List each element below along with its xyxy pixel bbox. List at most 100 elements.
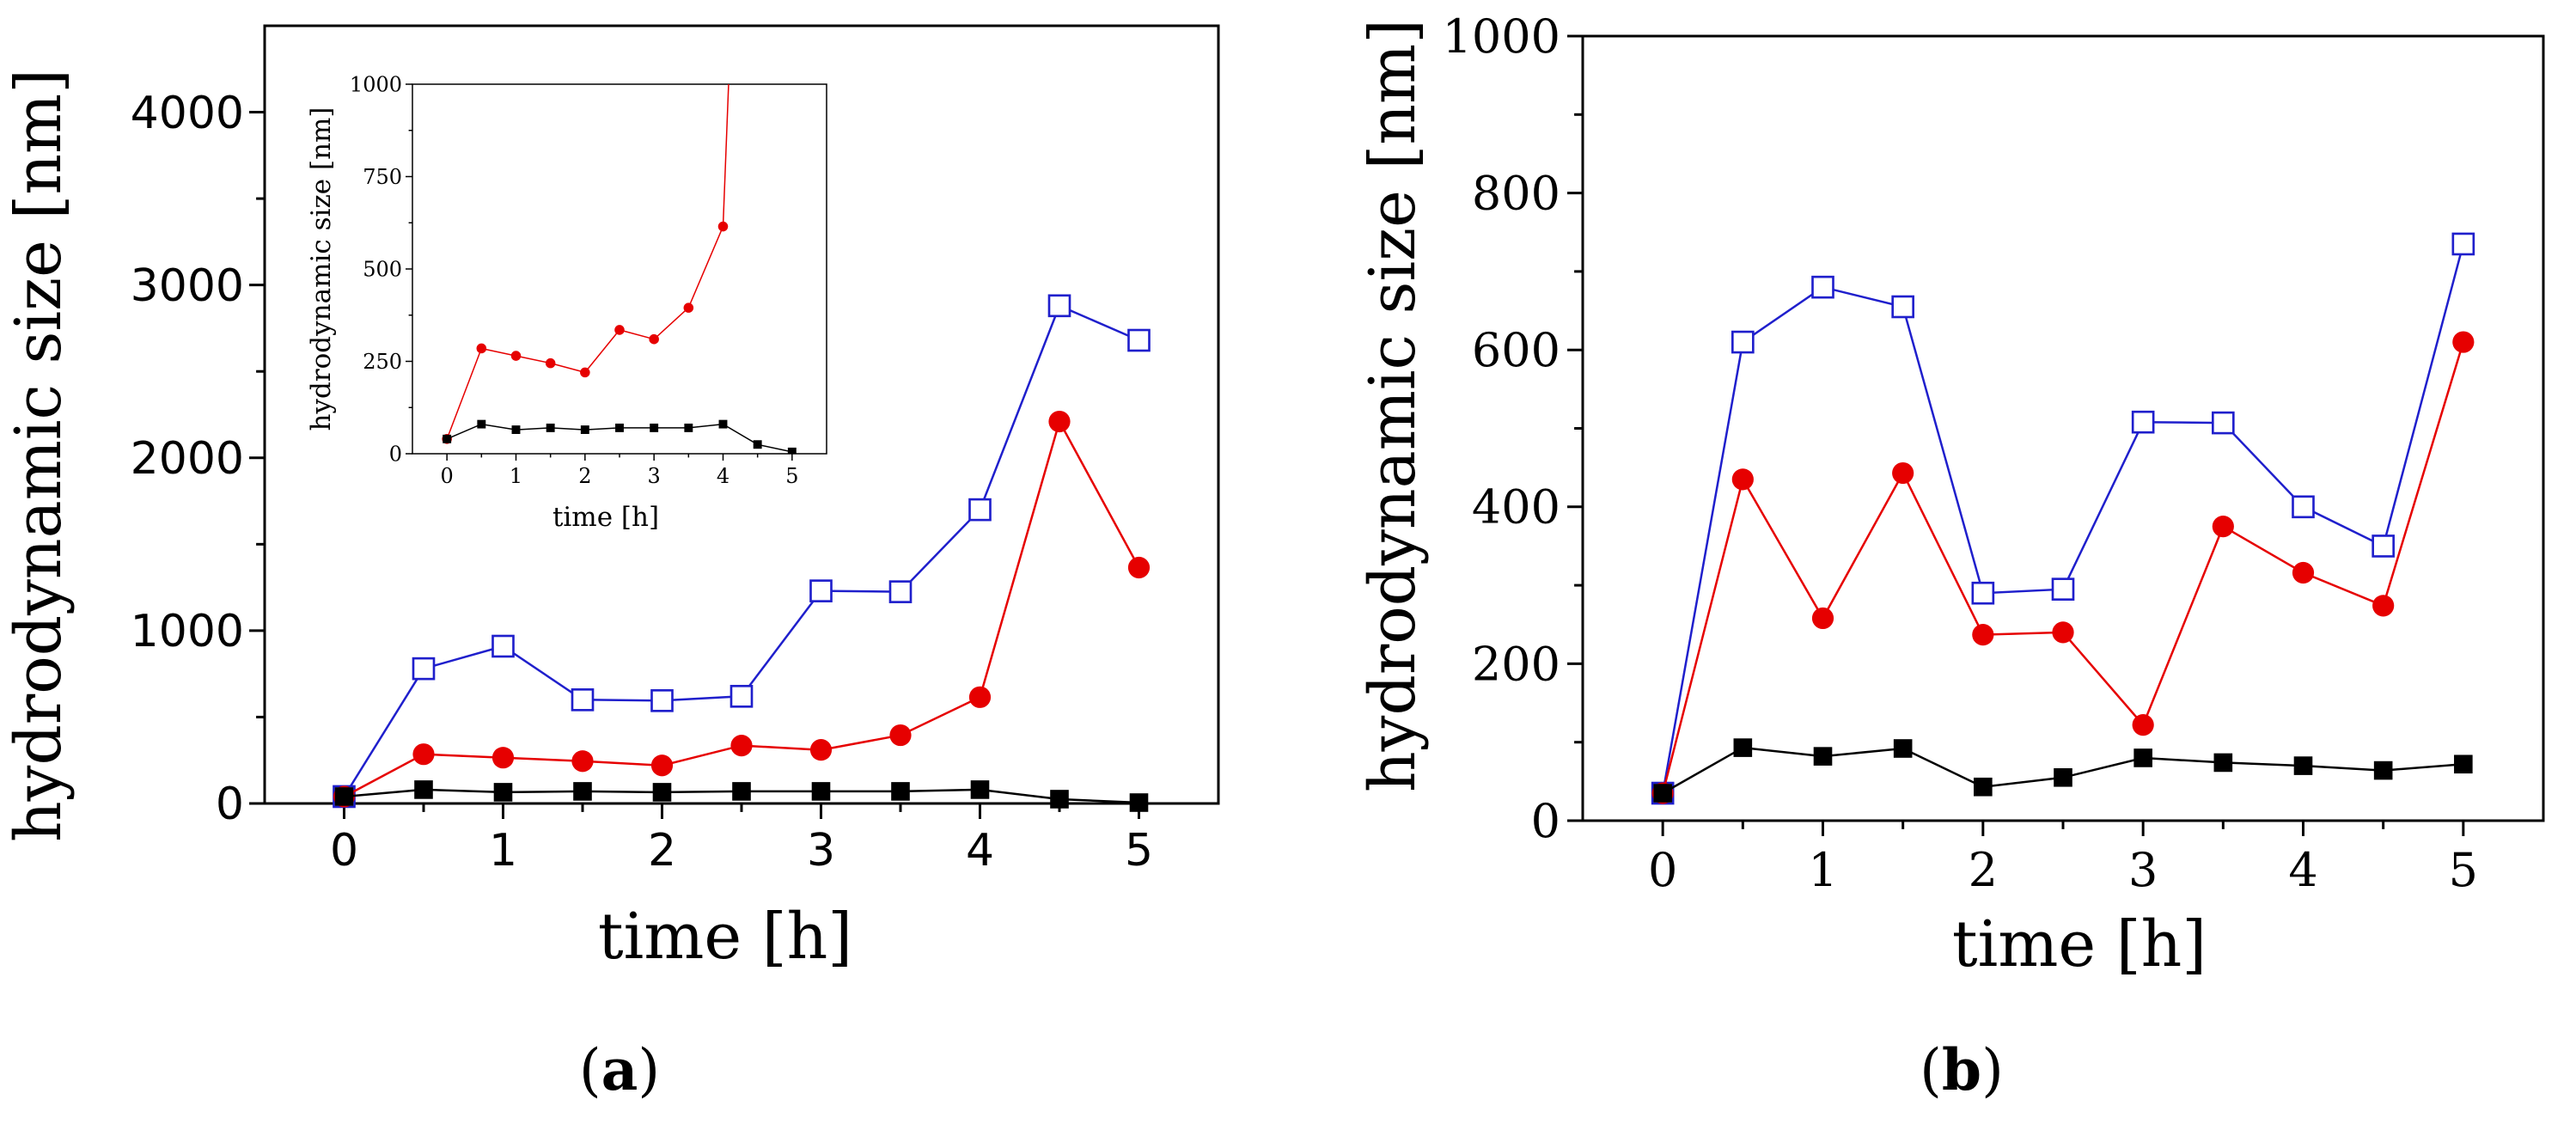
filled-square-point [573, 782, 592, 801]
open-square-point [412, 657, 436, 681]
open-square-point [2051, 577, 2075, 601]
inset-x-tick-label: 4 [717, 464, 729, 488]
panel-b-x-tick-label: 2 [1969, 843, 1998, 897]
inset-y-tick-label: 250 [363, 350, 402, 374]
panel-a-x-tick-label: 2 [648, 825, 676, 877]
open-square-point [1971, 581, 1995, 605]
open-square-point [1811, 275, 1834, 299]
open-square-point [2292, 495, 2315, 519]
filled-circle-point [889, 724, 912, 747]
open-square-point [2131, 410, 2155, 434]
inset-plot-area [442, 84, 797, 454]
filled-circle-point [2212, 516, 2234, 538]
inset-axes: 0 1 2 3 4 5 0 250 500 750 1000 [350, 72, 827, 488]
open-square-point [809, 579, 833, 602]
filled-circle-point [650, 754, 674, 777]
filled-square-point [652, 783, 672, 802]
filled-circle-inset-point [683, 302, 694, 313]
panel-b-y-tick-label: 800 [1472, 167, 1560, 221]
panel-b-xlabel: time [h] [1952, 907, 2207, 981]
filled-square-point [1653, 784, 1672, 803]
filled-square-point [2373, 761, 2393, 780]
filled-square-point [1129, 793, 1149, 812]
filled-square-inset-point [650, 423, 659, 432]
filled-circle-inset-point [649, 333, 659, 345]
open-square-point [650, 689, 674, 712]
open-square-point [491, 634, 515, 658]
inset-x-tick-label: 0 [441, 464, 454, 488]
filled-square-point [493, 783, 513, 802]
inset-clipped-series [442, 84, 797, 454]
filled-square-point [2454, 754, 2473, 774]
filled-square-point [1893, 739, 1913, 758]
filled-square-point [732, 782, 751, 801]
filled-square-point [970, 780, 990, 799]
filled-circle-inset-point [717, 221, 729, 232]
filled-square-inset-point [718, 419, 728, 429]
open-square-point [1047, 294, 1071, 318]
filled-square-inset-point [477, 419, 486, 429]
filled-square-point [811, 782, 831, 801]
panel-b-y-tick-label: 1000 [1443, 9, 1560, 64]
filled-circle-point [2372, 595, 2395, 617]
panel-b-letter: b [1942, 1036, 1981, 1103]
panel-b-ylabel: hydrodynamic size [nm] [1356, 19, 1430, 792]
filled-circle-inset-point [545, 357, 556, 369]
filled-circle-point [1048, 410, 1071, 433]
open-square-point [2451, 232, 2475, 256]
filled-circle-inset-line [446, 84, 729, 440]
filled-circle-point [491, 747, 515, 769]
inset-y-tick-label: 1000 [350, 72, 402, 96]
filled-square-inset-point [787, 447, 797, 454]
inset-x-tick-label: 1 [510, 464, 522, 488]
filled-square-point [1813, 747, 1833, 766]
filled-circle-point [1731, 468, 1754, 491]
filled-circle-point [968, 686, 992, 708]
open-square-point [729, 684, 754, 708]
filled-square-point [334, 787, 354, 806]
panel-b-y-tick-label: 200 [1472, 637, 1560, 691]
panel-b: 0 1 2 3 4 5 0 200 400 600 800 1000 hydrodynamic siz… [1356, 9, 2545, 1103]
panel-a-inset: 0 1 2 3 4 5 0 250 500 750 1000 hydrodynamic size [… [306, 72, 827, 533]
panel-a-y-tick-label: 0 [216, 779, 244, 830]
filled-circle-point [1127, 556, 1151, 579]
panel-a-x-tick-label: 5 [1125, 825, 1153, 877]
inset-y-tick-label: 750 [363, 165, 402, 189]
filled-square-point [891, 782, 910, 801]
inset-xlabel: time [h] [552, 502, 659, 533]
filled-circle-point [571, 750, 594, 773]
inset-x-tick-label: 3 [648, 464, 661, 488]
filled-circle-point [2132, 714, 2154, 736]
panel-a-axes: 0 1 2 3 4 5 0 1000 2000 3000 4000 [131, 24, 1220, 877]
filled-circle-inset-point [476, 343, 487, 354]
open-square-point [2212, 411, 2235, 435]
filled-circle-inset-point [510, 351, 522, 361]
filled-circle-point [412, 743, 435, 766]
filled-square-inset-point [511, 425, 521, 434]
filled-circle-point [1972, 624, 1994, 646]
filled-circle-point [730, 735, 753, 757]
panel-a-x-tick-label: 0 [330, 825, 358, 877]
panel-a-letter: a [601, 1036, 638, 1103]
filled-circle-point [1811, 607, 1834, 630]
filled-square-inset-point [753, 440, 762, 449]
filled-square-point [2213, 753, 2233, 773]
panel-a-x-tick-label: 4 [966, 825, 994, 877]
filled-square-point [414, 780, 433, 799]
panel-b-plot-area [1651, 232, 2475, 805]
filled-square-inset-point [443, 434, 452, 443]
filled-square-inset-point [546, 423, 555, 432]
panel-b-y-tick-label: 0 [1531, 794, 1560, 848]
panel-b-x-tick-label: 0 [1648, 843, 1677, 897]
panel-a: 0 1 2 3 4 5 0 1000 2000 3000 4000 hydrodynamic siz… [2, 24, 1220, 1103]
open-square-point [968, 498, 992, 522]
panel-b-axes: 0 1 2 3 4 5 0 200 400 600 800 1000 [1443, 9, 2545, 897]
filled-circle-point [2292, 561, 2315, 584]
panel-a-xlabel: time [h] [598, 900, 852, 974]
inset-x-tick-label: 5 [785, 464, 798, 488]
filled-square-inset-point [615, 423, 624, 432]
inset-ylabel: hydrodynamic size [nm] [306, 107, 337, 431]
panel-a-plot-area [333, 294, 1151, 812]
filled-circle-inset-point [614, 325, 625, 335]
panel-a-label: (a) [579, 1036, 660, 1103]
